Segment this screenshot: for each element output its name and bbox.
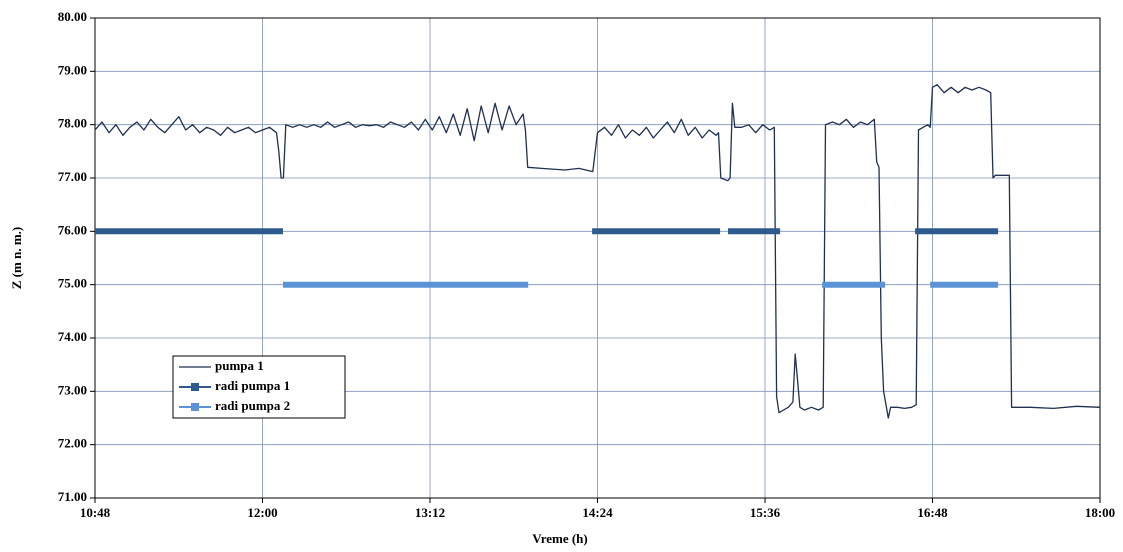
x-tick-label: 13:12 <box>415 505 445 520</box>
legend-marker <box>191 403 199 411</box>
y-tick-label: 72.00 <box>58 436 87 451</box>
y-tick-label: 77.00 <box>58 169 87 184</box>
legend-label: pumpa 1 <box>215 358 264 373</box>
x-axis-label: Vreme (h) <box>532 531 587 546</box>
x-tick-label: 16:48 <box>917 505 948 520</box>
x-tick-label: 12:00 <box>247 505 277 520</box>
y-tick-label: 71.00 <box>58 489 87 504</box>
y-tick-label: 73.00 <box>58 382 87 397</box>
legend-label: radi pumpa 1 <box>215 378 290 393</box>
x-tick-label: 15:36 <box>750 505 781 520</box>
x-tick-label: 10:48 <box>80 505 111 520</box>
y-tick-label: 75.00 <box>58 276 87 291</box>
y-tick-label: 78.00 <box>58 116 87 131</box>
y-tick-label: 80.00 <box>58 9 87 24</box>
x-tick-label: 18:00 <box>1085 505 1115 520</box>
y-axis-label: Z (m n. m.) <box>9 227 24 289</box>
x-tick-label: 14:24 <box>582 505 613 520</box>
y-tick-label: 76.00 <box>58 222 87 237</box>
plot-border <box>94 17 1101 499</box>
legend-label: radi pumpa 2 <box>215 398 290 413</box>
series-line <box>94 84 1101 419</box>
y-tick-label: 74.00 <box>58 329 87 344</box>
y-tick-label: 79.00 <box>58 62 87 77</box>
legend-marker <box>191 383 199 391</box>
